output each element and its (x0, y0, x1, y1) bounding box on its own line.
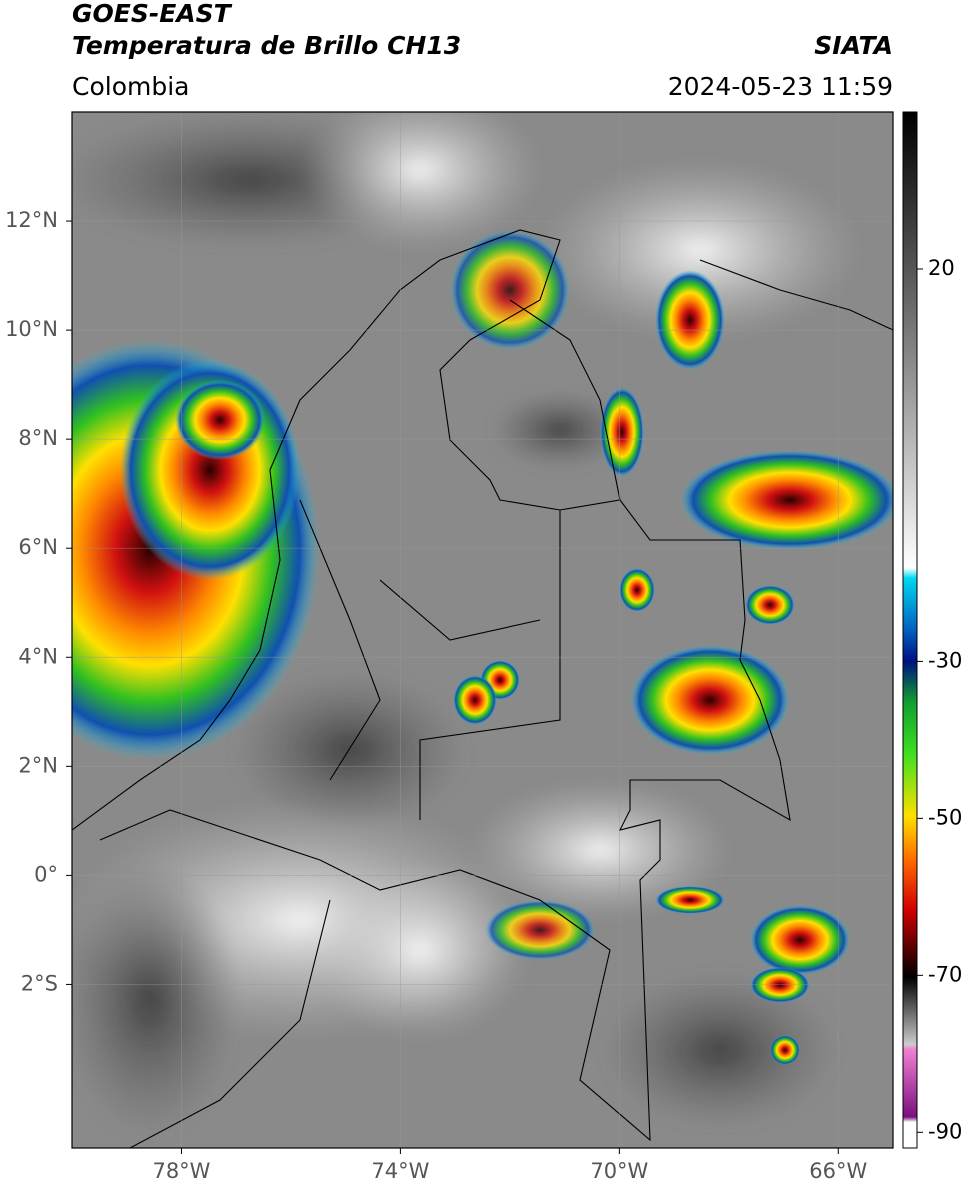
colorbar-tick-label: -30 (928, 648, 962, 672)
colorbar-tick-label: 20 (928, 256, 955, 280)
lat-tick-label: 6°N (18, 535, 58, 559)
lat-tick-label: 0° (34, 862, 58, 886)
lon-tick-label: 78°W (152, 1159, 210, 1183)
satellite-name: GOES-EAST (72, 0, 233, 28)
lon-tick-label: 74°W (371, 1159, 429, 1183)
satellite-image (72, 112, 893, 1148)
colorbar-tick-label: -50 (928, 805, 962, 829)
lon-tick-label: 66°W (809, 1159, 867, 1183)
map-frame (71, 111, 894, 1149)
lat-tick-label: 12°N (5, 208, 58, 232)
borders (72, 229, 893, 1148)
region-label: Colombia (72, 72, 189, 101)
datetime-label: 2024-05-23 11:59 (668, 72, 893, 101)
source-label: SIATA (814, 31, 893, 60)
lat-tick-label: 10°N (5, 317, 58, 341)
colorbar (902, 111, 918, 1149)
lat-tick-label: 8°N (18, 426, 58, 450)
colorbar-tick-label: -90 (928, 1119, 962, 1143)
lat-tick-label: 2°N (18, 753, 58, 777)
product-title: Temperatura de Brillo CH13 (72, 31, 461, 60)
graticule (72, 112, 893, 1148)
lon-tick-label: 70°W (590, 1159, 648, 1183)
lat-tick-label: 4°N (18, 644, 58, 668)
colorbar-tick-label: -70 (928, 962, 962, 986)
lat-tick-label: 2°S (21, 971, 58, 995)
